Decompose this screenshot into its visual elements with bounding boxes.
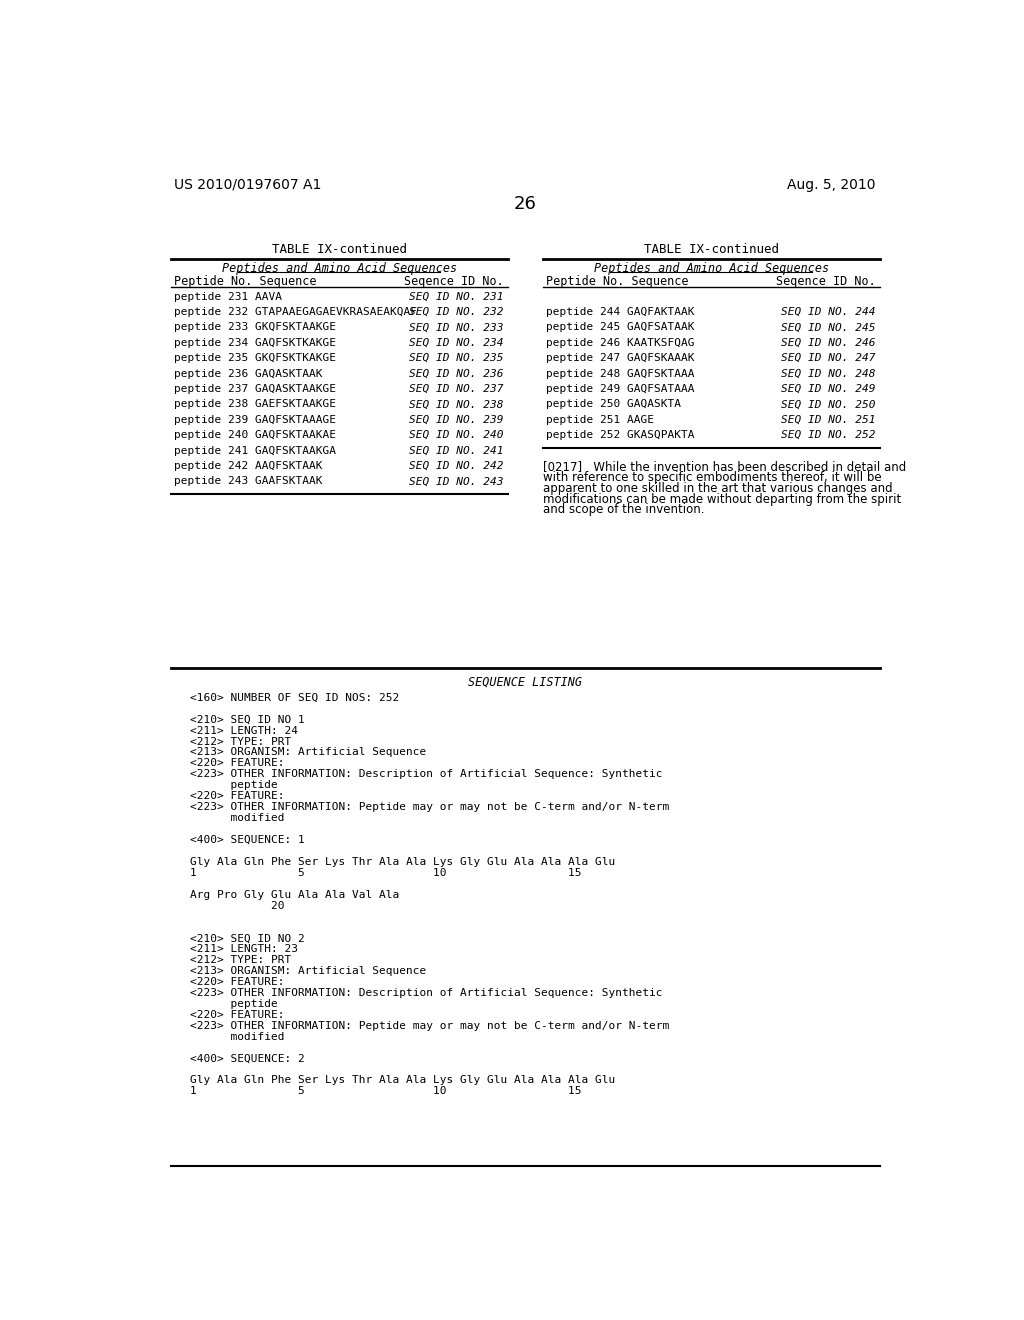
Text: SEQ ID NO. 247: SEQ ID NO. 247 [781, 354, 876, 363]
Text: peptide 247 GAQFSKAAAK: peptide 247 GAQFSKAAAK [547, 354, 695, 363]
Text: US 2010/0197607 A1: US 2010/0197607 A1 [174, 178, 322, 191]
Text: peptide 252 GKASQPAKTA: peptide 252 GKASQPAKTA [547, 430, 695, 440]
Text: SEQ ID NO. 231: SEQ ID NO. 231 [410, 292, 504, 301]
Text: Gly Ala Gln Phe Ser Lys Thr Ala Ala Lys Gly Glu Ala Ala Ala Glu: Gly Ala Gln Phe Ser Lys Thr Ala Ala Lys … [190, 1076, 615, 1085]
Text: <220> FEATURE:: <220> FEATURE: [190, 977, 285, 987]
Text: Gly Ala Gln Phe Ser Lys Thr Ala Ala Lys Gly Glu Ala Ala Ala Glu: Gly Ala Gln Phe Ser Lys Thr Ala Ala Lys … [190, 857, 615, 867]
Text: SEQ ID NO. 250: SEQ ID NO. 250 [781, 400, 876, 409]
Text: with reference to specific embodiments thereof, it will be: with reference to specific embodiments t… [543, 471, 882, 484]
Text: <211> LENGTH: 23: <211> LENGTH: 23 [190, 944, 298, 954]
Text: peptide 239 GAQFSKTAAAGE: peptide 239 GAQFSKTAAAGE [174, 414, 337, 425]
Text: peptide 242 AAQFSKTAAK: peptide 242 AAQFSKTAAK [174, 461, 323, 471]
Text: TABLE IX-continued: TABLE IX-continued [271, 243, 407, 256]
Text: Peptides and Amino Acid Sequences: Peptides and Amino Acid Sequences [594, 261, 828, 275]
Text: <223> OTHER INFORMATION: Description of Artificial Sequence: Synthetic: <223> OTHER INFORMATION: Description of … [190, 770, 663, 779]
Text: Seqence ID No.: Seqence ID No. [776, 276, 876, 289]
Text: peptide 243 GAAFSKTAAK: peptide 243 GAAFSKTAAK [174, 477, 323, 486]
Text: peptide 240 GAQFSKTAAKAE: peptide 240 GAQFSKTAAKAE [174, 430, 337, 440]
Text: SEQ ID NO. 238: SEQ ID NO. 238 [410, 400, 504, 409]
Text: SEQ ID NO. 241: SEQ ID NO. 241 [410, 446, 504, 455]
Text: 1               5                   10                  15: 1 5 10 15 [190, 1086, 582, 1097]
Text: <223> OTHER INFORMATION: Peptide may or may not be C-term and/or N-term: <223> OTHER INFORMATION: Peptide may or … [190, 1020, 670, 1031]
Text: SEQ ID NO. 239: SEQ ID NO. 239 [410, 414, 504, 425]
Text: <220> FEATURE:: <220> FEATURE: [190, 759, 285, 768]
Text: <223> OTHER INFORMATION: Peptide may or may not be C-term and/or N-term: <223> OTHER INFORMATION: Peptide may or … [190, 803, 670, 812]
Text: and scope of the invention.: and scope of the invention. [543, 503, 705, 516]
Text: modifications can be made without departing from the spirit: modifications can be made without depart… [543, 492, 901, 506]
Text: SEQ ID NO. 243: SEQ ID NO. 243 [410, 477, 504, 486]
Text: <210> SEQ ID NO 1: <210> SEQ ID NO 1 [190, 714, 305, 725]
Text: SEQ ID NO. 246: SEQ ID NO. 246 [781, 338, 876, 347]
Text: <210> SEQ ID NO 2: <210> SEQ ID NO 2 [190, 933, 305, 944]
Text: peptide 238 GAEFSKTAAKGE: peptide 238 GAEFSKTAAKGE [174, 400, 337, 409]
Text: modified: modified [190, 1032, 285, 1041]
Text: SEQ ID NO. 248: SEQ ID NO. 248 [781, 368, 876, 379]
Text: <400> SEQUENCE: 1: <400> SEQUENCE: 1 [190, 836, 305, 845]
Text: SEQ ID NO. 234: SEQ ID NO. 234 [410, 338, 504, 347]
Text: SEQ ID NO. 249: SEQ ID NO. 249 [781, 384, 876, 393]
Text: SEQ ID NO. 242: SEQ ID NO. 242 [410, 461, 504, 471]
Text: peptide 235 GKQFSKTKAKGE: peptide 235 GKQFSKTKAKGE [174, 354, 337, 363]
Text: peptide 248 GAQFSKTAAA: peptide 248 GAQFSKTAAA [547, 368, 695, 379]
Text: SEQ ID NO. 233: SEQ ID NO. 233 [410, 322, 504, 333]
Text: <212> TYPE: PRT: <212> TYPE: PRT [190, 737, 291, 747]
Text: SEQUENCE LISTING: SEQUENCE LISTING [468, 676, 582, 689]
Text: <400> SEQUENCE: 2: <400> SEQUENCE: 2 [190, 1053, 305, 1064]
Text: SEQ ID NO. 252: SEQ ID NO. 252 [781, 430, 876, 440]
Text: SEQ ID NO. 240: SEQ ID NO. 240 [410, 430, 504, 440]
Text: <220> FEATURE:: <220> FEATURE: [190, 791, 285, 801]
Text: Aug. 5, 2010: Aug. 5, 2010 [786, 178, 876, 191]
Text: <212> TYPE: PRT: <212> TYPE: PRT [190, 956, 291, 965]
Text: 20: 20 [190, 900, 285, 911]
Text: apparent to one skilled in the art that various changes and: apparent to one skilled in the art that … [543, 482, 892, 495]
Text: peptide 236 GAQASKTAAK: peptide 236 GAQASKTAAK [174, 368, 323, 379]
Text: peptide 250 GAQASKTA: peptide 250 GAQASKTA [547, 400, 682, 409]
Text: <160> NUMBER OF SEQ ID NOS: 252: <160> NUMBER OF SEQ ID NOS: 252 [190, 693, 399, 702]
Text: peptide 244 GAQFAKTAAK: peptide 244 GAQFAKTAAK [547, 308, 695, 317]
Text: peptide 232 GTAPAAEGAGAEVKRASAEAKQAF: peptide 232 GTAPAAEGAGAEVKRASAEAKQAF [174, 308, 418, 317]
Text: peptide 245 GAQFSATAAK: peptide 245 GAQFSATAAK [547, 322, 695, 333]
Text: 26: 26 [513, 195, 537, 214]
Text: peptide 246 KAATKSFQAG: peptide 246 KAATKSFQAG [547, 338, 695, 347]
Text: Peptide No. Sequence: Peptide No. Sequence [547, 276, 689, 289]
Text: SEQ ID NO. 237: SEQ ID NO. 237 [410, 384, 504, 393]
Text: Arg Pro Gly Glu Ala Ala Val Ala: Arg Pro Gly Glu Ala Ala Val Ala [190, 890, 399, 900]
Text: <213> ORGANISM: Artificial Sequence: <213> ORGANISM: Artificial Sequence [190, 747, 426, 758]
Text: SEQ ID NO. 235: SEQ ID NO. 235 [410, 354, 504, 363]
Text: peptide 241 GAQFSKTAAKGA: peptide 241 GAQFSKTAAKGA [174, 446, 337, 455]
Text: SEQ ID NO. 245: SEQ ID NO. 245 [781, 322, 876, 333]
Text: SEQ ID NO. 236: SEQ ID NO. 236 [410, 368, 504, 379]
Text: peptide 234 GAQFSKTKAKGE: peptide 234 GAQFSKTKAKGE [174, 338, 337, 347]
Text: SEQ ID NO. 244: SEQ ID NO. 244 [781, 308, 876, 317]
Text: peptide 251 AAGE: peptide 251 AAGE [547, 414, 654, 425]
Text: peptide: peptide [190, 999, 278, 1008]
Text: <211> LENGTH: 24: <211> LENGTH: 24 [190, 726, 298, 735]
Text: peptide 233 GKQFSKTAAKGE: peptide 233 GKQFSKTAAKGE [174, 322, 337, 333]
Text: TABLE IX-continued: TABLE IX-continued [644, 243, 778, 256]
Text: peptide: peptide [190, 780, 278, 791]
Text: Seqence ID No.: Seqence ID No. [404, 276, 504, 289]
Text: [0217]   While the invention has been described in detail and: [0217] While the invention has been desc… [543, 461, 906, 474]
Text: modified: modified [190, 813, 285, 824]
Text: peptide 237 GAQASKTAAKGE: peptide 237 GAQASKTAAKGE [174, 384, 337, 393]
Text: SEQ ID NO. 251: SEQ ID NO. 251 [781, 414, 876, 425]
Text: 1               5                   10                  15: 1 5 10 15 [190, 867, 582, 878]
Text: SEQ ID NO. 232: SEQ ID NO. 232 [410, 308, 504, 317]
Text: Peptides and Amino Acid Sequences: Peptides and Amino Acid Sequences [221, 261, 457, 275]
Text: peptide 231 AAVA: peptide 231 AAVA [174, 292, 283, 301]
Text: <213> ORGANISM: Artificial Sequence: <213> ORGANISM: Artificial Sequence [190, 966, 426, 975]
Text: <220> FEATURE:: <220> FEATURE: [190, 1010, 285, 1020]
Text: peptide 249 GAQFSATAAA: peptide 249 GAQFSATAAA [547, 384, 695, 393]
Text: Peptide No. Sequence: Peptide No. Sequence [174, 276, 317, 289]
Text: <223> OTHER INFORMATION: Description of Artificial Sequence: Synthetic: <223> OTHER INFORMATION: Description of … [190, 987, 663, 998]
